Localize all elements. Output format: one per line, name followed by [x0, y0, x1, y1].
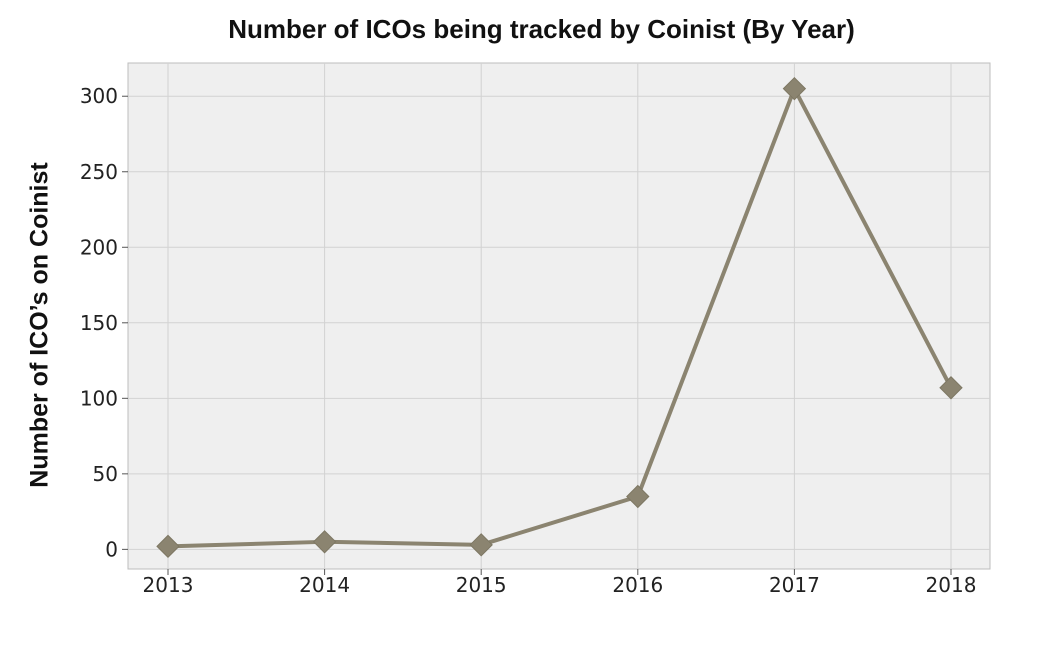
y-tick-label: 100	[80, 386, 118, 410]
series-line	[166, 86, 953, 549]
y-tick-label: 0	[105, 537, 118, 561]
data-point-2018	[939, 376, 963, 400]
y-tick-label: 300	[80, 84, 118, 108]
data-point-2013	[156, 534, 180, 559]
data-point-2014	[312, 530, 337, 554]
data-point-2017	[782, 76, 807, 101]
x-tick-labels: 2013 2014 2015 2016 2017 2018	[143, 573, 977, 597]
y-tick-label: 200	[80, 235, 118, 259]
series-group	[156, 76, 963, 559]
x-tick-label: 2013	[143, 573, 194, 597]
y-tick-label: 150	[80, 311, 118, 335]
y-tick-label: 50	[93, 462, 118, 486]
chart-title: Number of ICOs being tracked by Coinist …	[228, 14, 855, 44]
x-gridlines	[167, 63, 952, 575]
x-tick-label: 2015	[456, 573, 507, 597]
plot-area	[127, 62, 991, 570]
x-tick-label: 2017	[769, 573, 820, 597]
data-point-2015	[469, 533, 493, 557]
x-tick-label: 2014	[299, 573, 350, 597]
y-tick-labels: 0 50 100 150 200 250 300	[80, 84, 118, 561]
x-tick-label: 2018	[926, 573, 977, 597]
x-tick-label: 2016	[612, 573, 663, 597]
y-gridlines	[122, 95, 990, 550]
data-point-2016	[626, 484, 650, 509]
y-tick-label: 250	[80, 160, 118, 184]
